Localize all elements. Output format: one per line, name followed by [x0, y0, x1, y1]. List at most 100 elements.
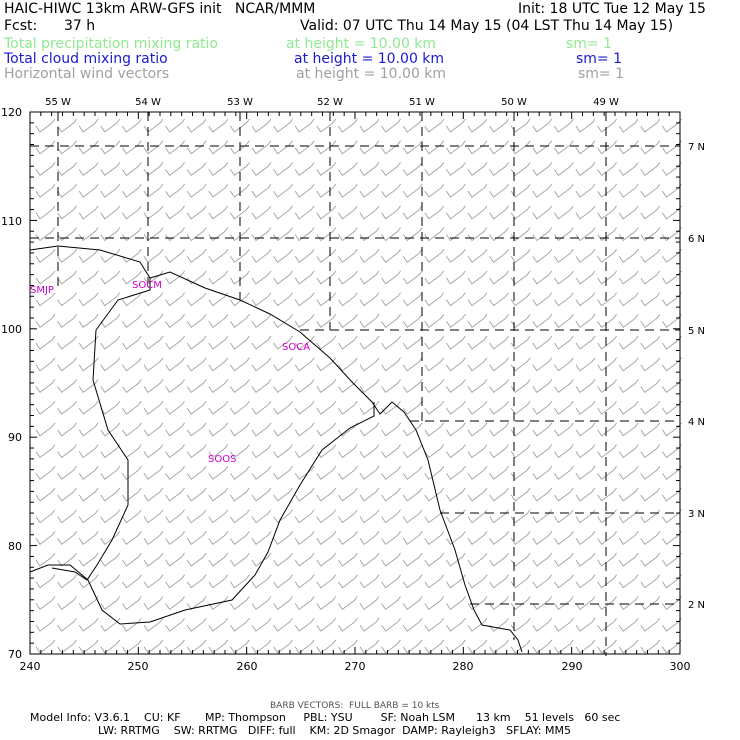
- lat-label: 3 N: [688, 509, 705, 520]
- wind-barb-icon: [78, 379, 99, 394]
- wind-barb-icon: [554, 248, 574, 263]
- wind-barb-icon: [467, 639, 488, 654]
- wind-barb-icon: [35, 205, 56, 220]
- wind-barb-icon: [78, 596, 99, 611]
- wind-barb-icon: [100, 617, 121, 632]
- wind-barb-icon: [186, 335, 207, 350]
- wind-barb-icon: [143, 465, 164, 480]
- wind-barb-icon: [381, 314, 401, 328]
- wind-barb-icon: [273, 248, 293, 263]
- wind-barb-icon: [338, 400, 358, 415]
- wind-barb-icon: [57, 444, 77, 459]
- axis-ticks: [29, 111, 681, 655]
- wind-barb-icon: [662, 357, 682, 372]
- wind-barb-icon: [662, 574, 682, 589]
- wind-barb-icon: [381, 162, 401, 177]
- wind-barb-icon: [100, 357, 121, 372]
- wind-barb-icon: [273, 596, 293, 611]
- wind-barb-icon: [489, 379, 509, 394]
- wind-barb-icon: [100, 639, 121, 654]
- wind-barb-icon: [424, 617, 445, 632]
- station-labels: SMJP SOCM SOCA SOOS: [30, 280, 310, 465]
- wind-barb-icon: [359, 357, 380, 372]
- wind-barb-icon: [618, 465, 639, 480]
- wind-barb-icon: [381, 465, 401, 480]
- wind-barb-icon: [489, 335, 509, 350]
- wind-barb-icon: [402, 227, 423, 242]
- wind-barb-icon: [186, 162, 207, 177]
- wind-barb-icon: [597, 314, 617, 328]
- wind-barb-icon: [143, 357, 164, 372]
- wind-barb-icon: [640, 183, 661, 198]
- wind-barb-icon: [532, 118, 553, 133]
- wind-barb-icon: [35, 357, 56, 372]
- wind-barb-icon: [230, 205, 250, 220]
- wind-barb-icon: [338, 270, 358, 285]
- wind-barb-icon: [78, 552, 99, 567]
- wind-barb-icon: [186, 270, 207, 285]
- wind-barb-icon: [554, 574, 574, 589]
- wind-barb-icon: [489, 487, 509, 502]
- wind-barb-icon: [294, 596, 315, 611]
- wind-barb-icon: [597, 357, 617, 372]
- wind-barb-icon: [165, 596, 185, 611]
- wind-barb-icon: [618, 596, 639, 611]
- wind-barb-icon: [165, 314, 185, 328]
- wind-barb-icon: [424, 639, 445, 654]
- wind-barb-icon: [467, 270, 488, 285]
- wind-barb-icon: [208, 270, 229, 285]
- wind-barb-icon: [510, 552, 531, 567]
- wind-barb-icon: [554, 227, 574, 242]
- plot-title: HAIC-HIWC 13km ARW-GFS init NCAR/MMM: [4, 1, 316, 17]
- wind-barb-icon: [186, 248, 207, 263]
- wind-barb-icon: [78, 248, 99, 263]
- wind-barb-icon: [532, 422, 553, 437]
- wind-barb-icon: [640, 292, 661, 307]
- wind-barb-icon: [208, 465, 229, 480]
- wind-barb-icon: [186, 487, 207, 502]
- wind-barb-icon: [186, 509, 207, 524]
- wind-barb-icon: [554, 162, 574, 177]
- wind-barb-icon: [122, 357, 142, 372]
- wind-barb-icon: [575, 118, 596, 133]
- wind-barb-icon: [251, 314, 272, 328]
- wind-barb-icon: [316, 596, 337, 611]
- wind-barb-icon: [554, 118, 574, 133]
- field-cloud-smoothing: sm= 1: [576, 51, 623, 67]
- wind-barb-icon: [402, 617, 423, 632]
- station-label: SMJP: [30, 285, 54, 296]
- wind-barb-icon: [532, 183, 553, 198]
- wind-barb-icon: [597, 552, 617, 567]
- wind-barb-icon: [662, 444, 682, 459]
- wind-barb-icon: [467, 183, 488, 198]
- wind-barb-icon: [338, 183, 358, 198]
- wind-barb-icon: [186, 205, 207, 220]
- wind-barb-icon: [208, 639, 229, 654]
- wind-barb-icon: [165, 205, 185, 220]
- wind-barb-icon: [424, 118, 445, 133]
- wind-barb-icon: [294, 487, 315, 502]
- wind-barb-icon: [165, 292, 185, 307]
- wind-barb-icon: [316, 292, 337, 307]
- wind-barb-icon: [100, 379, 121, 394]
- wind-barb-icon: [316, 379, 337, 394]
- wind-barb-icon: [143, 379, 164, 394]
- wind-barb-icon: [618, 357, 639, 372]
- wind-barb-icon: [316, 531, 337, 545]
- wind-barb-icon: [338, 617, 358, 632]
- wind-barb-icon: [510, 357, 531, 372]
- wind-barb-icon: [316, 227, 337, 242]
- wind-barb-icon: [251, 205, 272, 220]
- wind-barb-icon: [467, 162, 488, 177]
- wind-barb-icon: [510, 183, 531, 198]
- wind-barb-icon: [402, 357, 423, 372]
- wind-barb-icon: [208, 422, 229, 437]
- wind-barb-icon: [554, 140, 574, 155]
- wind-barb-icon: [35, 465, 56, 480]
- lon-label: 55 W: [45, 97, 71, 108]
- wind-barb-icon: [618, 444, 639, 459]
- wind-barb-icon: [489, 248, 509, 263]
- wind-barb-icon: [424, 487, 445, 502]
- wind-barb-icon: [78, 531, 99, 545]
- wind-barb-icon: [554, 444, 574, 459]
